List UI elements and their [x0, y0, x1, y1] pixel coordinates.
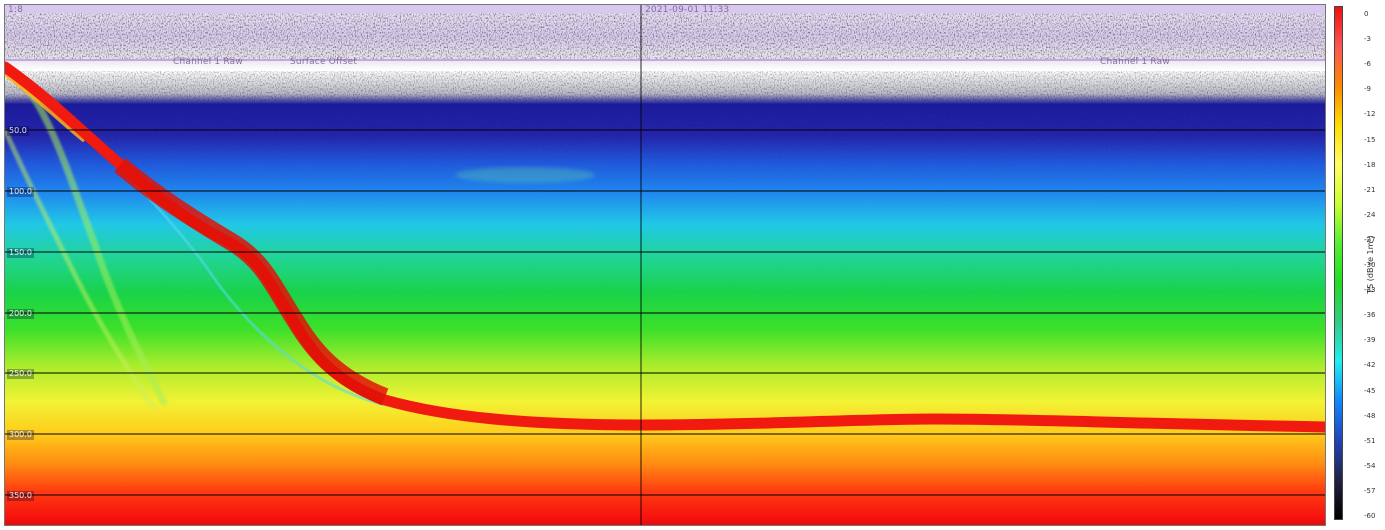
colorbar-tick-label: -30: [1364, 261, 1376, 269]
colorbar-tick-label: -57: [1364, 486, 1376, 495]
surface-noise: [5, 13, 1325, 59]
depth-label: 350.0: [7, 491, 34, 501]
depth-label: 300.0: [7, 430, 34, 440]
colorbar-tick-label: -27: [1364, 235, 1376, 244]
depth-label: 250.0: [7, 369, 34, 379]
surface-line: [5, 59, 1325, 61]
depth-label: 150.0: [7, 248, 34, 258]
nearfield-noise: [5, 71, 1325, 101]
echogram-image[interactable]: [5, 5, 1326, 526]
left-marker: 1:8: [8, 5, 24, 15]
colorbar-tick-label: -12: [1364, 110, 1376, 119]
colorbar-tick-label: -42: [1364, 361, 1376, 370]
surface-band: [5, 5, 1325, 13]
colorbar-tick-label: -39: [1364, 336, 1376, 345]
channel-label-left: Channel 1 Raw: [173, 57, 243, 67]
colorbar-tick-label: -36: [1364, 311, 1376, 320]
colorbar-panel: TS (dB re 1m²) 0 -3 -6 -9 -12 -15 -18 -21 -24 -27…: [1326, 4, 1385, 526]
target-trace-main-core: [114, 158, 389, 406]
target-trace-weak-2: [5, 128, 158, 412]
scattering-layer: [455, 167, 595, 183]
colorbar-tick-label: -3: [1364, 35, 1371, 44]
depth-label: 100.0: [7, 187, 34, 197]
colorbar-tick-label: -45: [1364, 386, 1376, 395]
colorbar-tick-label: -24: [1364, 210, 1376, 219]
colorbar-tick-label: -18: [1364, 160, 1376, 169]
colorbar-tick-label: -21: [1364, 185, 1376, 194]
colorbar-tick-label: 0: [1364, 10, 1369, 18]
colorbar: [1334, 6, 1343, 520]
depth-label: 200.0: [7, 309, 34, 319]
colorbar-tick-label: -48: [1364, 411, 1376, 420]
colorbar-tick-label: -51: [1364, 436, 1376, 445]
colorbar-tick-label: -33: [1364, 286, 1376, 295]
colorbar-tick-label: -9: [1364, 85, 1371, 94]
timestamp-label: 2021-09-01 11:33: [645, 5, 730, 15]
colorbar-tick-label: -60: [1364, 512, 1376, 520]
channel-label-right: Channel 1 Raw: [1100, 57, 1170, 67]
status-label: Surface Offset: [290, 57, 358, 67]
colorbar-tick-label: -54: [1364, 461, 1376, 470]
depth-label: 50.0: [7, 126, 29, 136]
colorbar-tick-label: -6: [1364, 60, 1371, 69]
water-speckle: [5, 105, 1325, 295]
echogram-panel[interactable]: 1:8 2021-09-01 11:33 Channel 1 Raw Surfa…: [4, 4, 1326, 526]
colorbar-tick-label: -15: [1364, 135, 1376, 144]
